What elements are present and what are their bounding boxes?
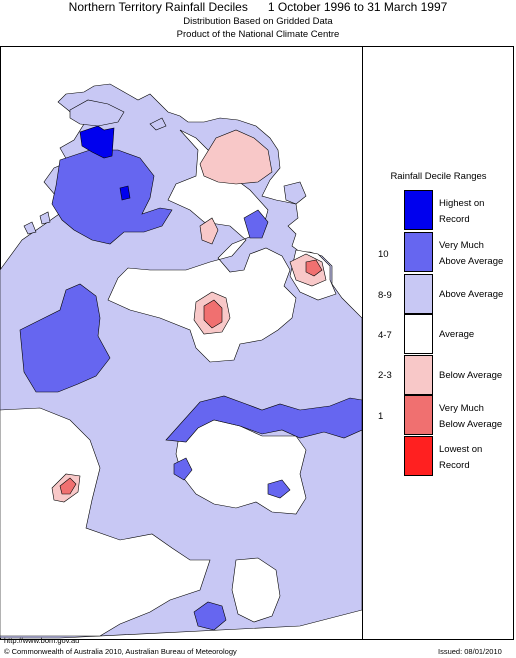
- region-very-much-above-small-3: [193, 601, 227, 631]
- region-very-much-above-northwest: [51, 149, 173, 245]
- footer-copyright: © Commonwealth of Australia 2010, Austra…: [4, 647, 237, 656]
- region-highest-north: [79, 125, 115, 159]
- legend-divider: [362, 46, 363, 640]
- island-1: [149, 117, 167, 131]
- rainfall-decile-map: [0, 83, 362, 639]
- legend-title: Rainfall Decile Ranges: [390, 171, 487, 182]
- region-very-much-above-small-2: [267, 479, 291, 499]
- region-very-much-below-west: [59, 477, 77, 495]
- footer-issued: Issued: 08/01/2010: [438, 647, 502, 656]
- region-average-southwest: [0, 407, 211, 637]
- tiwi-islands: [69, 99, 125, 127]
- region-highest-small: [119, 185, 131, 201]
- legend-decile-1: 1: [378, 411, 384, 422]
- legend-label-very-much-below: Very Much Below Average: [439, 403, 503, 430]
- footer-url[interactable]: http://www.bom.gov.au: [4, 636, 80, 645]
- legend-swatch-below: [404, 355, 433, 395]
- legend-swatch-very-much-above: [404, 232, 433, 272]
- island-3: [23, 221, 37, 235]
- legend-swatch-lowest: [404, 436, 433, 476]
- region-very-much-above-east-band: [165, 395, 362, 443]
- legend-label-average: Average: [439, 329, 475, 340]
- legend-label-above: Above Average: [439, 289, 504, 300]
- legend-label-lowest: Lowest on Record: [439, 444, 483, 471]
- legend-swatch-highest: [404, 190, 433, 230]
- region-very-much-above-gulf: [243, 209, 269, 239]
- legend-swatch-very-much-below: [404, 395, 433, 435]
- region-very-much-below-central: [203, 299, 223, 329]
- region-very-much-below-east: [305, 259, 323, 277]
- region-very-much-above-west: [19, 283, 111, 393]
- legend-swatch-above: [404, 274, 433, 314]
- legend-label-highest: Highest on Record: [439, 198, 485, 225]
- legend-decile-4-7: 4-7: [378, 330, 392, 341]
- legend-swatch-average: [404, 314, 433, 354]
- region-below-small-north: [199, 217, 219, 245]
- legend-label-very-much-above: Very Much Above Average: [439, 240, 504, 267]
- region-very-much-above-small-1: [173, 457, 193, 481]
- region-below-northeast: [199, 129, 273, 185]
- legend-decile-8-9: 8-9: [378, 290, 392, 301]
- map-subtitle-2: Product of the National Climate Centre: [176, 29, 340, 40]
- map-subtitle-1: Distribution Based on Gridded Data: [183, 16, 333, 27]
- island-2: [283, 181, 307, 205]
- region-average-south: [231, 557, 281, 623]
- map-title: Northern Territory Rainfall Deciles 1 Oc…: [68, 0, 448, 14]
- island-4: [39, 211, 51, 225]
- legend-decile-10: 10: [378, 249, 389, 260]
- legend-decile-2-3: 2-3: [378, 370, 392, 381]
- legend-label-below: Below Average: [439, 370, 503, 381]
